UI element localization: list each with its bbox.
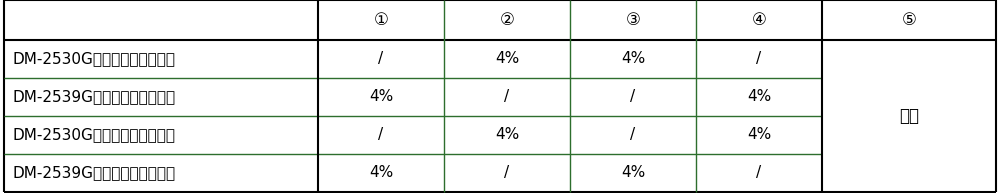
Text: /: / — [630, 127, 636, 142]
Text: ②: ② — [500, 11, 514, 29]
Text: /: / — [630, 89, 636, 104]
Polygon shape — [4, 0, 996, 192]
Text: ⑤: ⑤ — [902, 11, 916, 29]
Text: /: / — [756, 165, 762, 180]
Text: 4%: 4% — [369, 165, 393, 180]
Text: 4%: 4% — [495, 127, 519, 142]
Text: 清水: 清水 — [899, 107, 919, 125]
Text: ④: ④ — [752, 11, 766, 29]
Text: DM-2530G（第一次固色处理）: DM-2530G（第一次固色处理） — [12, 51, 175, 66]
Text: ①: ① — [374, 11, 388, 29]
Text: /: / — [756, 51, 762, 66]
Text: DM-2539G（第二次固色处理）: DM-2539G（第二次固色处理） — [12, 165, 175, 180]
Text: /: / — [504, 165, 510, 180]
Text: 4%: 4% — [621, 51, 645, 66]
Text: /: / — [504, 89, 510, 104]
Text: 4%: 4% — [747, 89, 771, 104]
Text: DM-2539G（第一次固色处理）: DM-2539G（第一次固色处理） — [12, 89, 175, 104]
Text: 4%: 4% — [621, 165, 645, 180]
Text: DM-2530G（第二次固色处理）: DM-2530G（第二次固色处理） — [12, 127, 175, 142]
Text: 4%: 4% — [747, 127, 771, 142]
Text: /: / — [378, 51, 384, 66]
Text: 4%: 4% — [495, 51, 519, 66]
Text: /: / — [378, 127, 384, 142]
Text: 4%: 4% — [369, 89, 393, 104]
Text: ③: ③ — [626, 11, 640, 29]
